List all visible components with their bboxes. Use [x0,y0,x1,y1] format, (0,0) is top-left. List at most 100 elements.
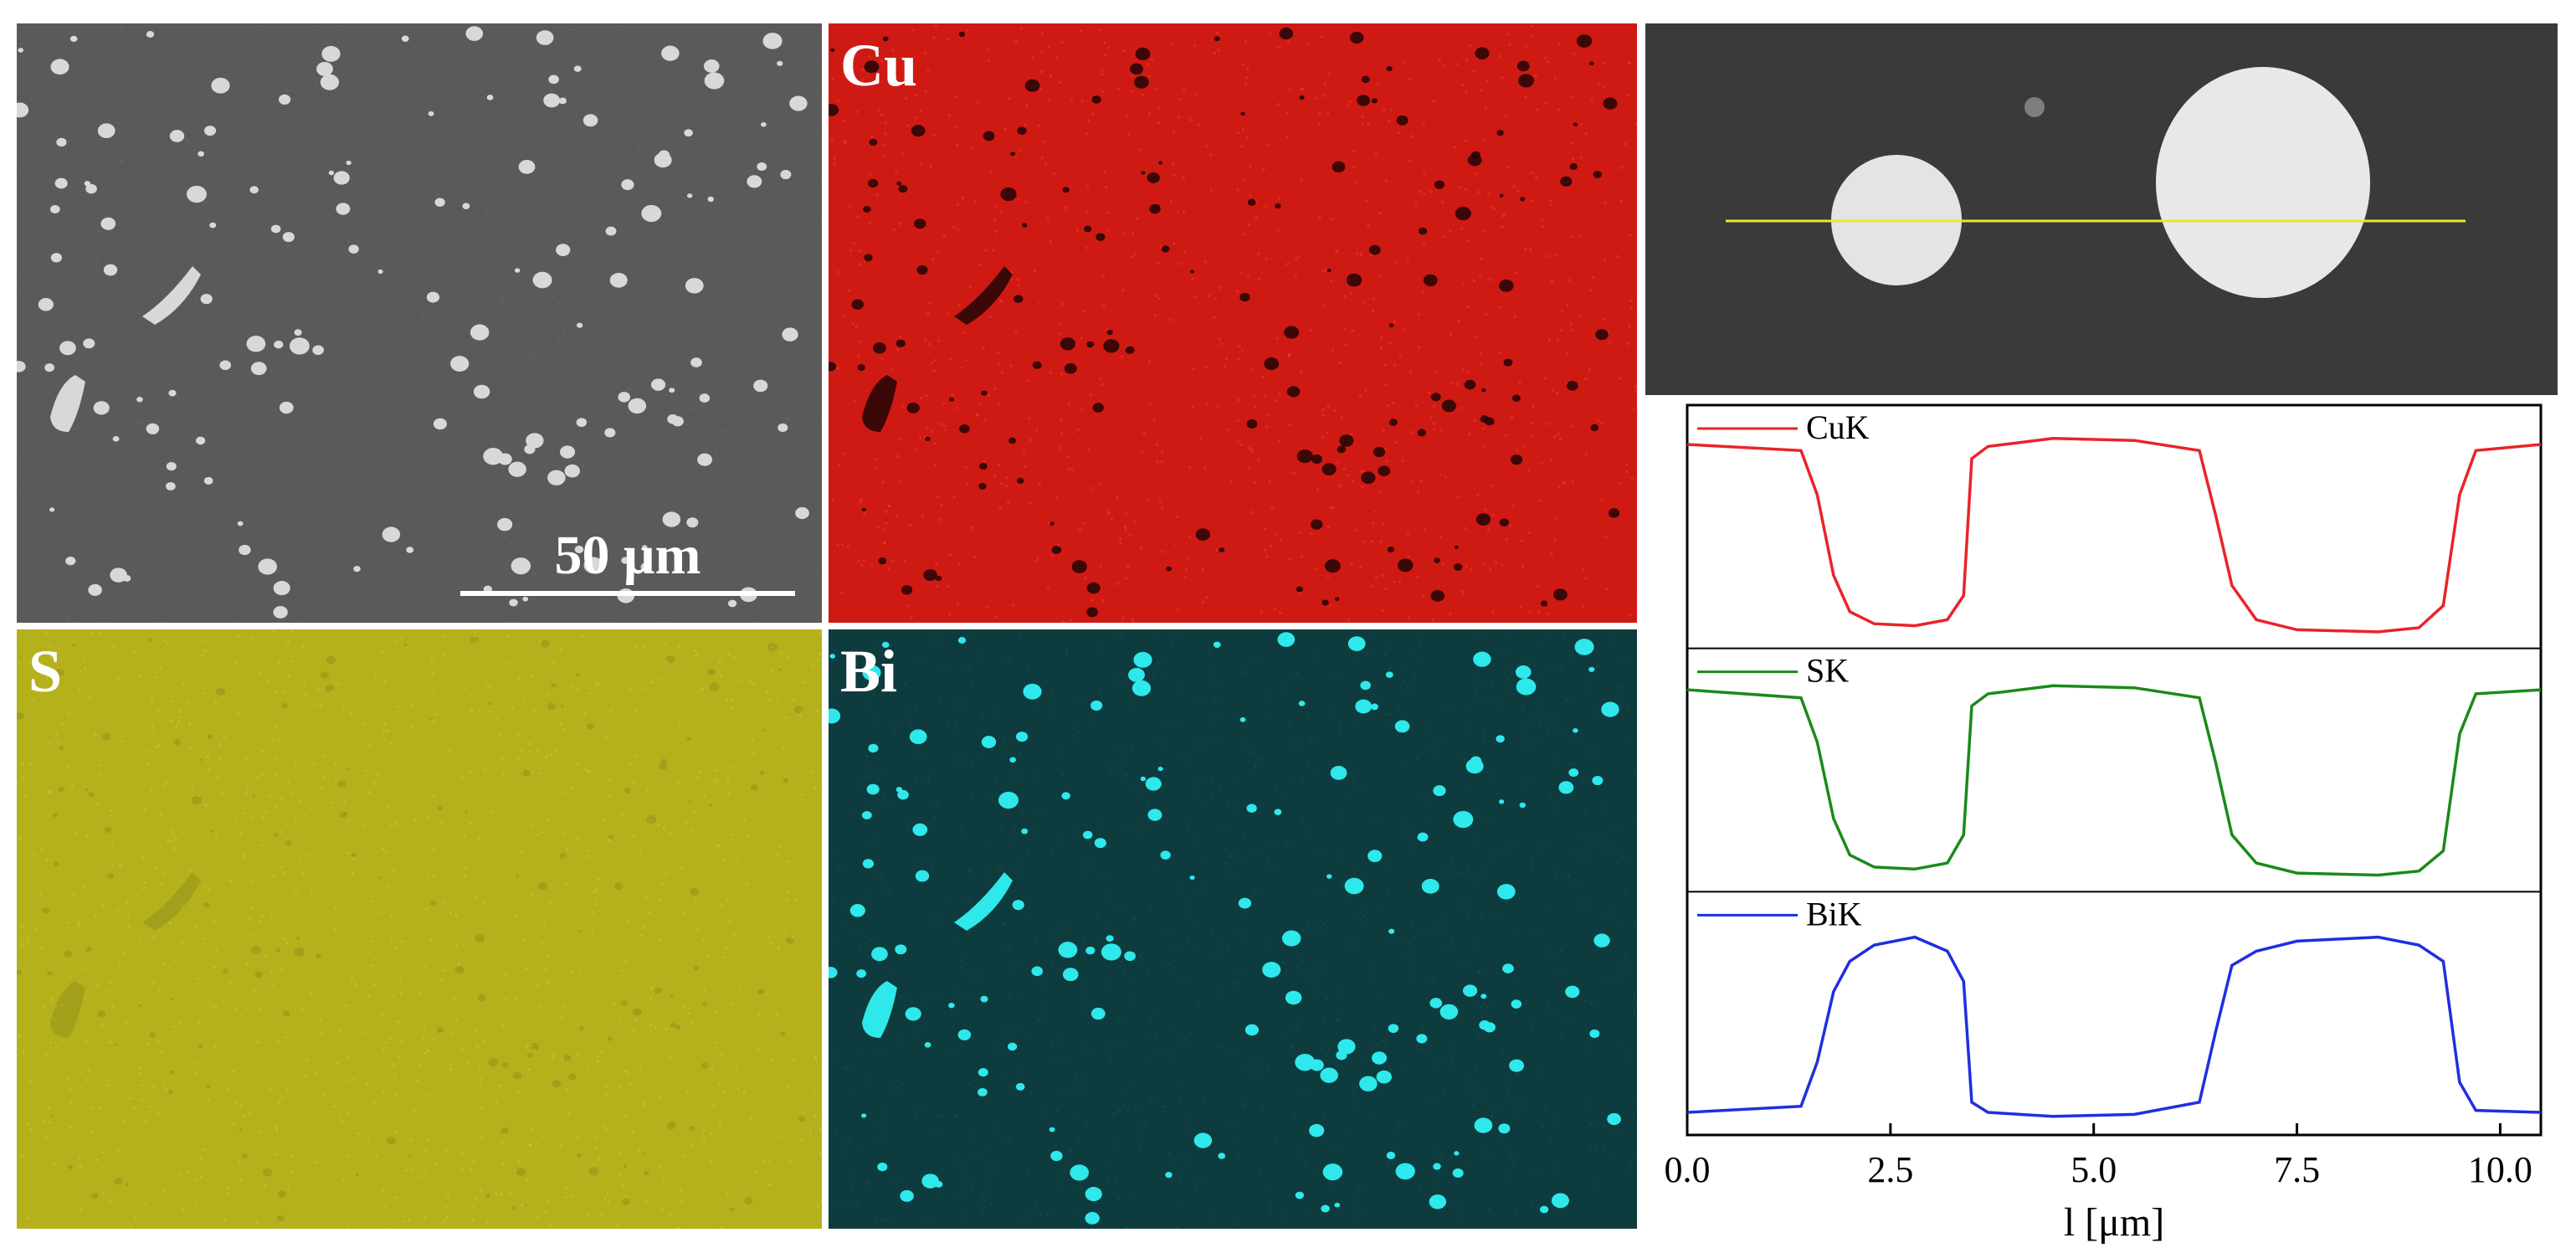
noise-pixel [947,585,950,588]
noise-pixel [1147,112,1151,116]
noise-pixel [1214,297,1217,300]
noise-pixel [590,358,593,362]
noise-pixel [1290,987,1293,990]
particle [1285,990,1302,1005]
noise-pixel [937,518,941,521]
noise-pixel [413,306,416,309]
noise-pixel [511,706,515,709]
noise-pixel [499,1084,502,1087]
noise-pixel [1157,107,1161,110]
noise-pixel [1183,89,1186,92]
particle [1519,802,1527,809]
noise-pixel [88,696,91,700]
noise-pixel [787,147,790,151]
noise-pixel [941,1169,944,1173]
particle [1357,95,1371,106]
noise-pixel [162,1189,166,1192]
noise-pixel [423,599,427,603]
noise-pixel [618,422,621,425]
map-background [829,23,1637,623]
noise-pixel [933,134,936,137]
noise-pixel [78,924,81,927]
noise-pixel [1075,721,1079,724]
noise-pixel [581,435,584,439]
noise-pixel [1034,940,1038,943]
noise-pixel [99,1107,102,1110]
noise-pixel [743,1091,747,1095]
noise-pixel [1568,875,1571,878]
noise-pixel [597,1022,600,1025]
particle [1475,513,1491,526]
noise-pixel [422,1036,425,1040]
particle [795,506,809,520]
noise-pixel [168,397,172,400]
noise-pixel [1304,1164,1307,1168]
noise-pixel [39,892,43,896]
noise-pixel [473,534,476,537]
noise-pixel [1482,427,1486,430]
particle [406,547,414,553]
noise-pixel [444,635,447,639]
noise-pixel [565,848,568,851]
noise-pixel [730,496,733,499]
noise-pixel [80,283,83,286]
noise-pixel [387,157,391,160]
particle [1473,651,1491,667]
noise-pixel [808,264,811,268]
noise-pixel [1106,211,1110,214]
particle [1091,95,1101,104]
noise-pixel [1237,131,1240,135]
noise-pixel [1531,34,1534,38]
noise-pixel [1155,866,1158,870]
noise-pixel [1183,757,1186,761]
noise-pixel [926,427,929,430]
noise-pixel [548,901,552,905]
noise-pixel [1383,383,1387,387]
noise-pixel [1350,772,1353,775]
noise-pixel [299,146,302,150]
noise-pixel [1158,500,1162,503]
particle [658,150,670,161]
noise-pixel [294,761,297,764]
noise-pixel [249,59,252,63]
particle [125,1182,129,1186]
particle [59,341,76,356]
noise-pixel [580,634,583,637]
noise-pixel [421,111,424,115]
noise-pixel [1041,156,1044,159]
noise-pixel [1244,82,1248,85]
noise-pixel [704,89,707,92]
noise-pixel [173,958,177,962]
noise-pixel [1219,1045,1223,1049]
noise-pixel [721,434,725,438]
noise-pixel [697,101,700,105]
noise-pixel [345,1004,348,1008]
noise-pixel [1250,367,1253,371]
noise-pixel [267,679,270,682]
noise-pixel [480,1081,483,1085]
noise-pixel [231,401,234,404]
particle [1000,187,1017,202]
noise-pixel [381,1189,384,1192]
particle [998,791,1019,809]
noise-pixel [1549,1201,1552,1204]
particle [1346,273,1362,287]
noise-pixel [523,939,526,942]
noise-pixel [1326,405,1330,408]
noise-pixel [1193,44,1197,48]
noise-pixel [542,255,546,259]
noise-pixel [1289,780,1292,783]
particle [1062,187,1070,193]
noise-pixel [19,469,23,472]
noise-pixel [551,297,554,300]
particle [203,476,213,485]
noise-pixel [234,619,238,622]
noise-pixel [1006,1027,1009,1030]
noise-pixel [1110,517,1113,521]
noise-pixel [1129,702,1132,706]
noise-pixel [446,1197,449,1200]
noise-pixel [1382,609,1385,613]
noise-pixel [1511,1164,1515,1168]
noise-pixel [1205,366,1208,369]
noise-pixel [1462,281,1465,285]
